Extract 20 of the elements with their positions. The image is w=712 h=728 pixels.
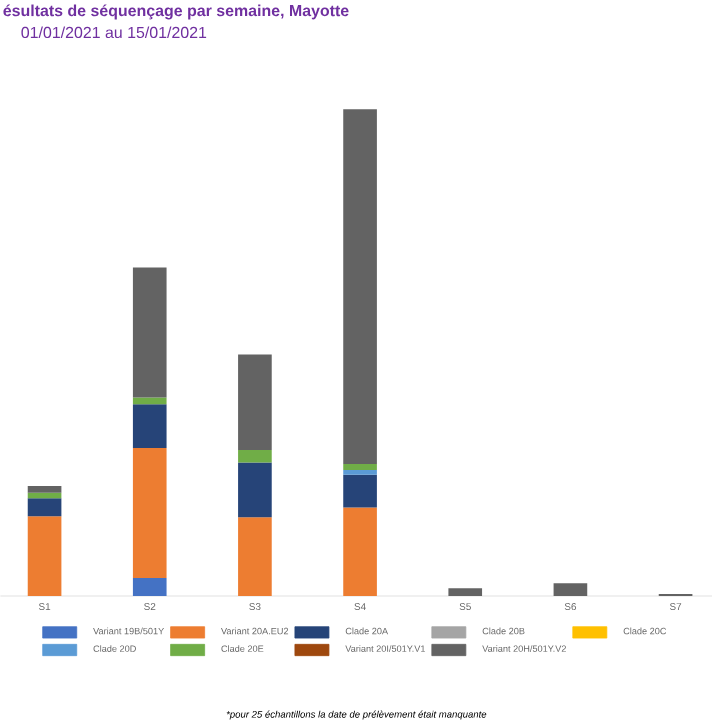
bar <box>132 577 167 596</box>
bar <box>132 267 167 398</box>
bar <box>237 354 272 450</box>
bar <box>27 516 62 596</box>
bar <box>132 397 167 405</box>
bar <box>27 485 62 493</box>
bar <box>553 583 587 596</box>
bar <box>342 469 377 475</box>
bar <box>237 462 272 518</box>
bar <box>27 492 62 499</box>
bar <box>342 507 377 596</box>
bar <box>132 448 167 578</box>
bar <box>342 464 377 470</box>
bar <box>237 517 272 596</box>
bar <box>342 474 377 508</box>
bar <box>342 109 377 465</box>
bar <box>27 498 62 517</box>
bar <box>237 449 272 463</box>
bar <box>448 588 482 596</box>
bar <box>132 404 167 449</box>
